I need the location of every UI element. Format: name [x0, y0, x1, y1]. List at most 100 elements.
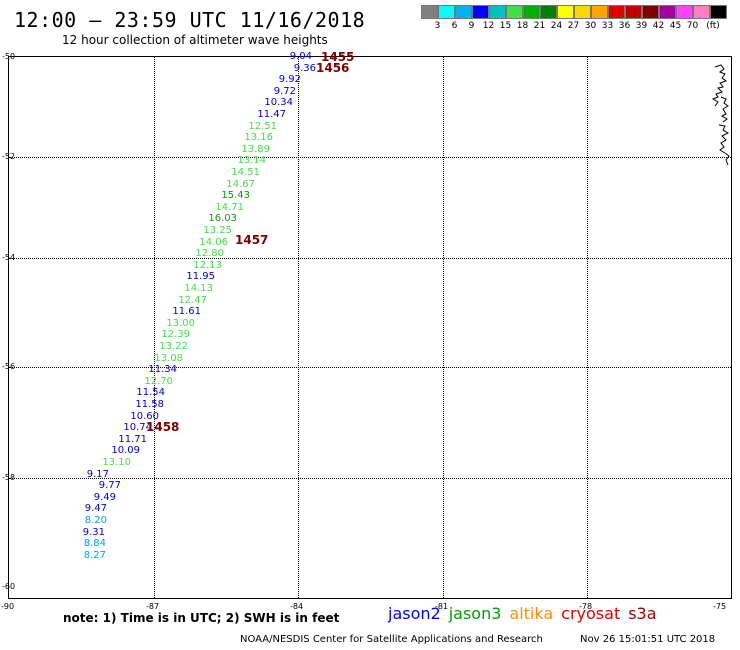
wave-height-value: 14.13 — [184, 283, 213, 294]
generated-timestamp: Nov 26 15:01:51 UTC 2018 — [580, 634, 716, 645]
legend-label: 27 — [567, 21, 580, 31]
legend-swatch — [710, 5, 727, 19]
legend-swatch — [489, 5, 506, 19]
wave-height-value: 13.22 — [159, 341, 188, 352]
legend-label: 12 — [482, 21, 495, 31]
latitude-gridline — [9, 258, 731, 259]
wave-height-value: 9.04 — [289, 51, 312, 62]
pass-time-label: 1458 — [146, 420, 180, 434]
latitude-tick: -58 — [2, 473, 16, 482]
legend-label: 42 — [652, 21, 665, 31]
legend-label: 3 — [434, 21, 441, 31]
wave-height-value: 10.09 — [111, 445, 140, 457]
legend-label: 24 — [550, 21, 563, 31]
longitude-gridline — [298, 57, 299, 598]
wave-height-value: 13.10 — [102, 457, 131, 468]
latitude-tick: -60 — [2, 582, 16, 591]
wave-height-value: 11.61 — [172, 306, 201, 318]
longitude-tick: -90 — [1, 602, 15, 611]
latitude-gridline — [9, 367, 731, 368]
longitude-tick: -81 — [435, 602, 449, 611]
satellite-name: jason3 — [448, 604, 502, 623]
map-subtitle: 12 hour collection of altimeter wave hei… — [62, 33, 328, 47]
latitude-gridline — [9, 478, 731, 479]
legend-swatch — [455, 5, 472, 19]
wave-height-value: 12.70 — [144, 375, 173, 387]
legend-label: 6 — [451, 21, 458, 31]
legend-swatch — [506, 5, 523, 19]
wave-height-value: 11.47 — [257, 109, 286, 120]
wave-height-value: 12.13 — [193, 259, 222, 271]
longitude-tick: -78 — [579, 602, 593, 611]
latitude-tick: -50 — [2, 52, 16, 61]
wave-height-value: 13.00 — [166, 317, 195, 329]
longitude-gridline — [587, 57, 588, 598]
satellite-name: cryosat — [561, 604, 621, 623]
wave-height-value: 12.80 — [195, 248, 224, 260]
longitude-gridline — [443, 57, 444, 598]
legend-label: 39 — [635, 21, 648, 31]
wave-height-value: 8.20 — [84, 515, 107, 526]
wave-height-value: 9.72 — [273, 85, 296, 97]
longitude-tick: -84 — [290, 602, 304, 611]
legend-label: 18 — [516, 21, 529, 31]
wave-height-value: 8.27 — [83, 549, 106, 561]
pass-time-label: 1457 — [235, 233, 269, 247]
legend-label: 15 — [499, 21, 512, 31]
satellite-name: s3a — [628, 604, 657, 623]
legend-swatch — [540, 5, 557, 19]
legend-label: 36 — [618, 21, 631, 31]
wave-height-value: 9.77 — [98, 480, 121, 492]
legend-label: 45 — [669, 21, 682, 31]
latitude-tick: -54 — [2, 253, 16, 262]
longitude-tick: -87 — [146, 602, 160, 611]
credit-line: NOAA/NESDIS Center for Satellite Applica… — [240, 634, 543, 645]
wave-height-value: 12.51 — [248, 120, 277, 132]
wave-height-value: 13.14 — [237, 155, 266, 167]
wave-height-value: 10.74 — [123, 422, 152, 434]
wave-height-value: 14.71 — [215, 201, 244, 213]
wave-height-value: 10.60 — [130, 410, 159, 422]
wave-height-value: 14.51 — [231, 167, 260, 178]
wave-height-value: 14.67 — [226, 178, 255, 190]
legend-swatch — [693, 5, 710, 19]
longitude-gridline — [154, 57, 155, 598]
latitude-gridline — [9, 157, 731, 158]
legend-swatch — [421, 5, 438, 19]
legend-swatch — [574, 5, 591, 19]
legend-label: 30 — [584, 21, 597, 31]
wave-height-value: 13.08 — [154, 352, 183, 364]
color-scale-legend — [421, 5, 727, 20]
legend-swatch — [676, 5, 693, 19]
satellite-legend: jason2 jason3 altika cryosat s3a — [388, 604, 665, 623]
pass-time-label: 1455 — [321, 50, 355, 64]
wave-height-value: 11.58 — [135, 399, 164, 410]
wave-height-value: 16.03 — [208, 213, 237, 225]
wave-height-value: 9.92 — [278, 74, 301, 86]
legend-label: 33 — [601, 21, 614, 31]
wave-height-value: 11.54 — [136, 387, 165, 399]
legend-swatch — [557, 5, 574, 19]
pass-time-label: 1456 — [316, 61, 350, 75]
wave-height-value: 9.36 — [293, 62, 316, 74]
wave-height-value: 9.47 — [84, 503, 107, 515]
wave-height-value: 13.16 — [244, 132, 273, 144]
coastline — [711, 64, 730, 166]
wave-height-value: 8.84 — [83, 538, 106, 550]
wave-height-value: 12.39 — [161, 329, 190, 341]
wave-height-value: 10.34 — [264, 97, 293, 109]
legend-swatch — [625, 5, 642, 19]
map-area: -90 -87 -84 -81 -78 -75 -50 -52 -54 -56 -58 -60 9.04… — [1, 50, 732, 611]
map-title: 12:00 – 23:59 UTC 11/16/2018 — [14, 8, 366, 32]
wave-height-value: 9.31 — [82, 526, 105, 538]
wave-height-value: 11.34 — [148, 364, 177, 376]
legend-units: (ft) — [706, 21, 720, 31]
wave-height-value: 11.71 — [118, 433, 147, 445]
wave-height-value: 12.47 — [178, 294, 207, 306]
wave-height-value: 9.17 — [86, 468, 109, 480]
wave-height-value: 11.95 — [186, 271, 215, 283]
wave-height-value: 15.43 — [221, 190, 250, 202]
satellite-name: jason2 — [388, 604, 441, 623]
wave-height-value: 14.06 — [199, 236, 228, 248]
legend-label: 9 — [468, 21, 475, 31]
